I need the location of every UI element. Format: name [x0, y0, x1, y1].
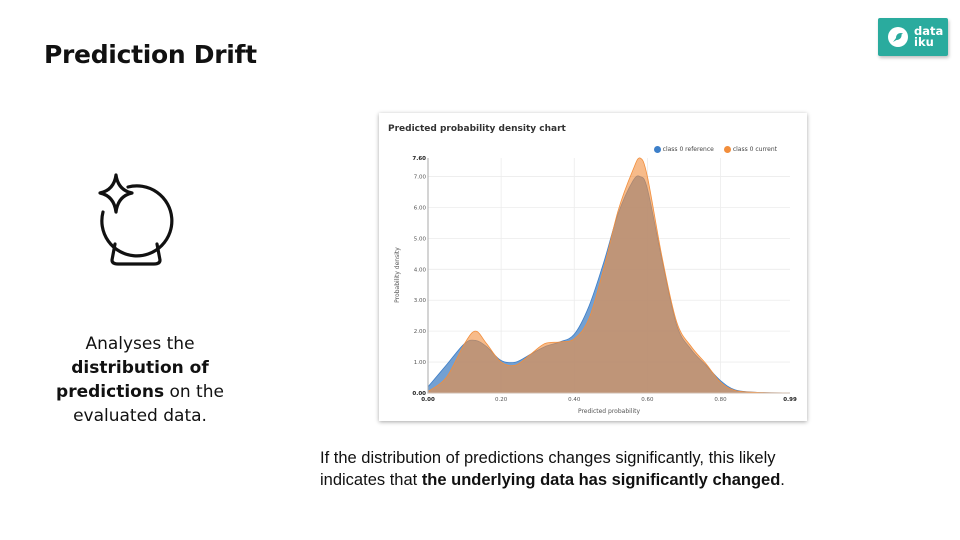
svg-text:0.80: 0.80 [714, 397, 727, 403]
legend-label-reference: class 0 reference [662, 146, 714, 153]
svg-text:3.00: 3.00 [414, 298, 427, 304]
desc-bold-2: predictions [56, 382, 165, 402]
desc-line-1: Analyses the [85, 334, 195, 354]
svg-text:0.40: 0.40 [568, 397, 581, 403]
svg-text:2.00: 2.00 [414, 329, 427, 335]
svg-text:6.00: 6.00 [414, 205, 427, 211]
chart-title: Predicted probability density chart [388, 124, 566, 134]
svg-text:4.00: 4.00 [414, 267, 427, 273]
desc-line-3: on the [164, 382, 224, 402]
description-text: Analyses the distribution of predictions… [40, 332, 240, 428]
bird-icon [888, 27, 908, 47]
svg-text:0.99: 0.99 [783, 397, 797, 403]
svg-text:7.00: 7.00 [414, 175, 427, 181]
density-plot: 0.00 1.00 2.00 3.00 4.00 5.00 6.00 7.00 7.60 0.0… [394, 156, 797, 415]
y-axis-label: Probability density [394, 247, 401, 303]
note-end: . [780, 471, 785, 489]
logo-text: data iku [914, 24, 944, 49]
note-bold: the underlying data has significantly ch… [421, 471, 781, 489]
legend-item-current[interactable]: class 0 current [723, 146, 777, 153]
logo-line-2: iku [914, 35, 934, 49]
x-tick-labels: 0.00 0.20 0.40 0.60 0.80 0.99 [421, 397, 797, 403]
x-axis-label: Predicted probability [578, 408, 641, 415]
density-chart-card: Predicted probability density chart clas… [379, 113, 807, 421]
dataiku-logo: data iku [878, 18, 948, 56]
svg-text:0.60: 0.60 [641, 397, 654, 403]
legend-dot-current [723, 146, 731, 153]
chart-legend: class 0 reference class 0 current [653, 146, 777, 153]
desc-bold-1: distribution of [71, 358, 209, 378]
y-tick-labels: 0.00 1.00 2.00 3.00 4.00 5.00 6.00 7.00 7.60 [412, 156, 426, 397]
svg-text:1.00: 1.00 [414, 360, 427, 366]
logo-line-1: data [914, 24, 944, 38]
crystal-ball-sparkle-icon [98, 173, 174, 266]
note-line-2: indicates that [320, 471, 422, 489]
svg-text:0.00: 0.00 [421, 397, 435, 403]
desc-line-4: evaluated data. [73, 406, 207, 426]
svg-text:5.00: 5.00 [414, 236, 427, 242]
svg-text:0.00: 0.00 [412, 391, 426, 397]
slide-title: Prediction Drift [44, 40, 257, 69]
area-class-0-current [427, 157, 791, 394]
bottom-note: If the distribution of predictions chang… [320, 447, 920, 491]
svg-text:0.20: 0.20 [495, 397, 508, 403]
note-line-1: If the distribution of predictions chang… [320, 449, 776, 467]
svg-text:7.60: 7.60 [412, 156, 426, 162]
legend-item-reference[interactable]: class 0 reference [653, 146, 714, 153]
legend-label-current: class 0 current [732, 146, 777, 153]
legend-dot-reference [653, 146, 661, 153]
